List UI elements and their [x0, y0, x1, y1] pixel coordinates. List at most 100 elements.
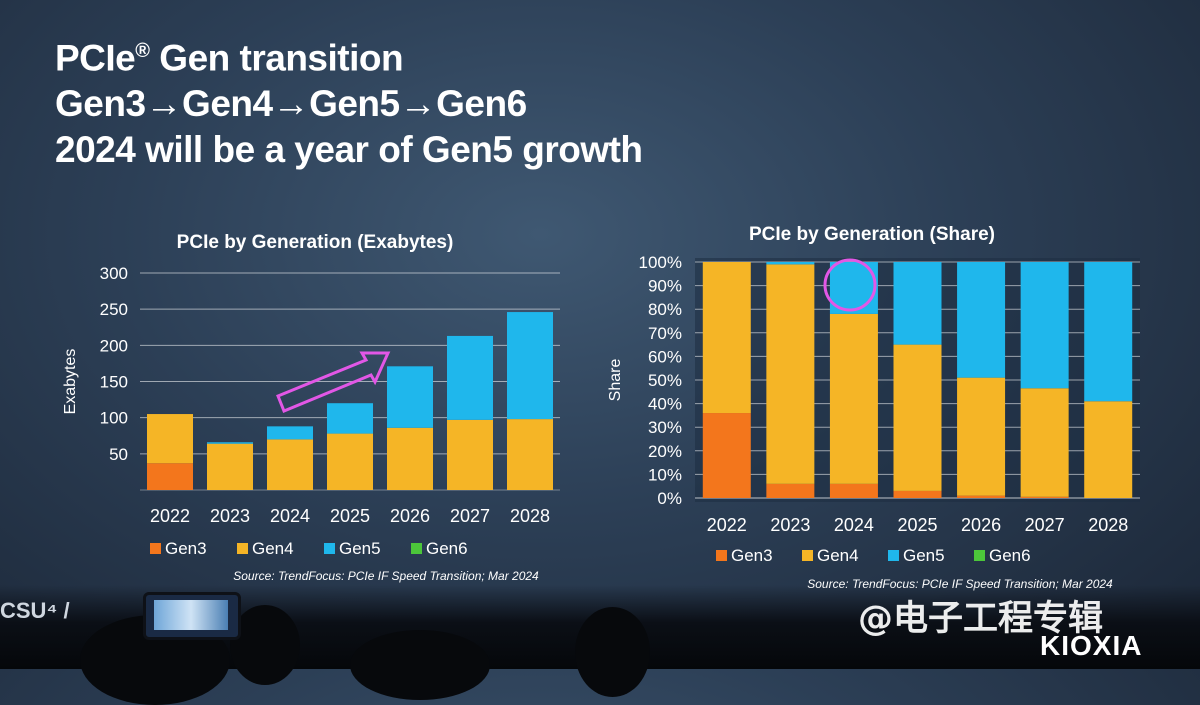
x-tick-label: 2026 [961, 515, 1001, 535]
kioxia-logo: KIOXIA [1040, 630, 1143, 661]
bar-gen3 [829, 483, 878, 498]
x-tick-label: 2023 [210, 506, 250, 526]
bar-gen5 [327, 403, 373, 434]
bar-gen4 [147, 414, 193, 464]
legend-label: Gen3 [165, 539, 207, 558]
y-tick-label: 100% [639, 253, 682, 272]
chart-title: PCIe by Generation (Exabytes) [177, 232, 454, 253]
legend-swatch-gen4 [237, 543, 248, 554]
x-tick-label: 2027 [1025, 515, 1065, 535]
audience-head [350, 630, 490, 700]
x-tick-label: 2028 [1088, 515, 1128, 535]
bar-gen5 [766, 262, 815, 265]
share-chart: PCIe by Generation (Share) Share 0% 10% 20% 3… [607, 224, 1140, 565]
phone-in-hand [143, 592, 241, 640]
x-tick-label: 2026 [390, 506, 430, 526]
x-tick-label: 2027 [450, 506, 490, 526]
legend-label: Gen5 [339, 539, 381, 558]
bar-gen3 [957, 495, 1006, 498]
legend-swatch-gen5 [888, 550, 899, 561]
x-tick-label: 2025 [897, 515, 937, 535]
bar-gen4 [507, 419, 553, 490]
bar-gen5 [207, 442, 253, 444]
bar-gen3 [147, 463, 193, 490]
y-tick-label: 100 [100, 409, 128, 428]
y-tick-label: 200 [100, 336, 128, 355]
x-tick-label: 2022 [150, 506, 190, 526]
y-tick-label: 30% [648, 418, 682, 437]
y-tick-label: 250 [100, 300, 128, 319]
bar-gen3 [766, 483, 815, 498]
legend-swatch-gen3 [716, 550, 727, 561]
legend-label: Gen4 [252, 539, 294, 558]
x-tick-label: 2022 [707, 515, 747, 535]
y-tick-label: 40% [648, 395, 682, 414]
bar-gen3 [702, 413, 751, 498]
slide-title: PCIe® Gen transition Gen3→Gen4→Gen5→Gen6… [55, 28, 643, 173]
x-tick-label: 2025 [330, 506, 370, 526]
title-gen-transition: Gen transition [149, 37, 404, 79]
y-tick-label: 70% [648, 324, 682, 343]
bar-gen4 [327, 433, 373, 490]
chart-title: PCIe by Generation (Share) [749, 224, 995, 245]
bar-gen3 [893, 490, 942, 498]
legend-swatch-gen6 [411, 543, 422, 554]
y-axis-label: Exabytes [62, 349, 79, 415]
y-tick-label: 10% [648, 465, 682, 484]
bar-gen4 [1020, 388, 1069, 497]
legend-label: Gen5 [903, 546, 945, 565]
bar-gen4 [387, 427, 433, 490]
x-tick-label: 2028 [510, 506, 550, 526]
bar-gen5 [447, 335, 493, 420]
title-line-1: PCIe® Gen transition [55, 28, 643, 81]
watermark: @电子工程专辑 [858, 599, 1104, 639]
phone-screen [154, 600, 228, 630]
bar-gen5 [507, 312, 553, 420]
legend-label: Gen4 [817, 546, 859, 565]
y-tick-label: 60% [648, 347, 682, 366]
y-tick-label: 300 [100, 264, 128, 283]
bar-gen5 [1084, 262, 1133, 402]
bar-gen4 [207, 443, 253, 490]
growth-arrow-annotation [276, 351, 391, 413]
title-line-2: Gen3→Gen4→Gen5→Gen6 [55, 83, 527, 125]
bar-gen5 [957, 262, 1006, 378]
y-tick-label: 0% [657, 489, 682, 508]
y-tick-label: 150 [100, 373, 128, 392]
legend-label: Gen3 [731, 546, 773, 565]
y-tick-label: 80% [648, 300, 682, 319]
bar-gen5 [1020, 262, 1069, 389]
exabytes-chart: PCIe by Generation (Exabytes) Exabytes 50 1… [62, 232, 560, 583]
legend-label: Gen6 [426, 539, 468, 558]
y-axis-label: Share [607, 359, 624, 402]
bar-gen4 [267, 439, 313, 490]
legend-swatch-gen4 [802, 550, 813, 561]
bar-gen4 [766, 264, 815, 484]
y-tick-label: 90% [648, 277, 682, 296]
y-tick-label: 20% [648, 442, 682, 461]
y-tick-label: 50 [109, 445, 128, 464]
legend-swatch-gen5 [324, 543, 335, 554]
bar-gen4 [829, 313, 878, 484]
source-note: Source: TrendFocus: PCIe IF Speed Transi… [233, 569, 539, 583]
bar-gen4 [1084, 401, 1133, 498]
legend-label: Gen6 [989, 546, 1031, 565]
x-tick-label: 2024 [834, 515, 874, 535]
bar-gen5 [893, 262, 942, 345]
title-pcie: PCIe [55, 37, 136, 79]
bar-gen4 [447, 419, 493, 490]
bar-gen5 [387, 366, 433, 428]
x-tick-label: 2023 [770, 515, 810, 535]
audience-head [575, 607, 650, 697]
bar-gen4 [957, 377, 1006, 496]
registered-mark: ® [135, 40, 150, 62]
bar-gen4 [702, 262, 751, 414]
title-line-3: 2024 will be a year of Gen5 growth [55, 129, 643, 171]
highlight-circle-annotation [823, 258, 877, 312]
y-tick-label: 50% [648, 371, 682, 390]
bar-gen3 [1020, 496, 1069, 498]
bar-gen5 [267, 426, 313, 440]
bar-gen4 [893, 344, 942, 491]
legend-swatch-gen3 [150, 543, 161, 554]
left-logo: CSU⁴ / [0, 598, 70, 623]
